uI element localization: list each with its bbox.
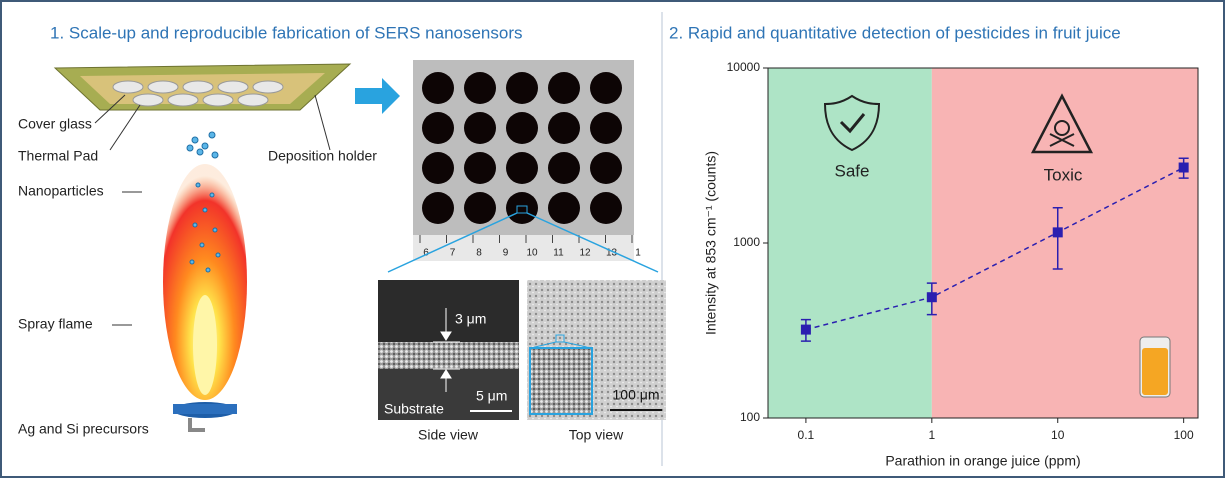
hole (506, 152, 538, 184)
chart: Safe Toxic 100 1000 10000 0.1 1 10 100 Parathion … (703, 60, 1198, 469)
hole (422, 152, 454, 184)
x-tick-label: 1 (928, 428, 935, 442)
data-point (801, 325, 811, 335)
hole (506, 112, 538, 144)
label: Cover glass (18, 116, 92, 132)
hole (464, 112, 496, 144)
hole (422, 192, 454, 224)
hole (464, 192, 496, 224)
ruler-label: 11 (553, 248, 564, 259)
juice (1142, 348, 1168, 395)
hole (548, 152, 580, 184)
hole (590, 72, 622, 104)
caption: Top view (569, 427, 624, 443)
y-tick-label: 10000 (727, 60, 761, 74)
hole (422, 112, 454, 144)
data-point (1179, 163, 1189, 173)
label: Thermal Pad (18, 148, 98, 164)
label: 100 μm (613, 387, 660, 403)
flame-core (193, 295, 217, 395)
hole (506, 72, 538, 104)
data-point (927, 292, 937, 302)
y-axis-label: Intensity at 853 cm⁻¹ (counts) (703, 151, 719, 335)
x-axis-label: Parathion in orange juice (ppm) (885, 453, 1080, 469)
hole (464, 152, 496, 184)
hole (590, 192, 622, 224)
zone-label: Toxic (1044, 165, 1083, 184)
hole (464, 72, 496, 104)
chart-title: 2. Rapid and quantitative detection of p… (669, 23, 1121, 42)
label: Ag and Si precursors (18, 421, 149, 437)
label: 5 μm (476, 388, 507, 404)
zoom-inset (530, 348, 592, 414)
page: 1. Scale-up and reproducible fabrication… (0, 0, 1225, 478)
ruler-label: 10 (526, 248, 538, 259)
x-tick-label: 100 (1174, 428, 1194, 442)
ruler-label: 7 (450, 248, 456, 259)
y-tick-label: 1000 (733, 235, 760, 249)
hole (506, 192, 538, 224)
left-title: 1. Scale-up and reproducible fabrication… (50, 23, 523, 42)
ruler-label: 1 (635, 248, 641, 259)
ruler-label: 8 (476, 248, 482, 259)
x-tick-label: 10 (1051, 428, 1065, 442)
hole (422, 72, 454, 104)
hole (590, 112, 622, 144)
hole (548, 112, 580, 144)
zone-label: Safe (835, 161, 870, 180)
caption: Side view (418, 427, 479, 443)
label: Spray flame (18, 316, 93, 332)
ruler-label: 9 (503, 248, 509, 259)
label: Nanoparticles (18, 183, 104, 199)
safe-zone (768, 68, 932, 418)
data-point (1053, 227, 1063, 237)
film (378, 342, 519, 369)
burner-body (173, 404, 237, 414)
hole (548, 72, 580, 104)
y-tick-label: 100 (740, 410, 760, 424)
x-tick-label: 0.1 (798, 428, 815, 442)
label: Deposition holder (268, 148, 377, 164)
ruler-label: 12 (579, 248, 591, 259)
hole (548, 192, 580, 224)
hole (590, 152, 622, 184)
label: Substrate (384, 401, 444, 417)
label: 3 μm (455, 311, 486, 327)
